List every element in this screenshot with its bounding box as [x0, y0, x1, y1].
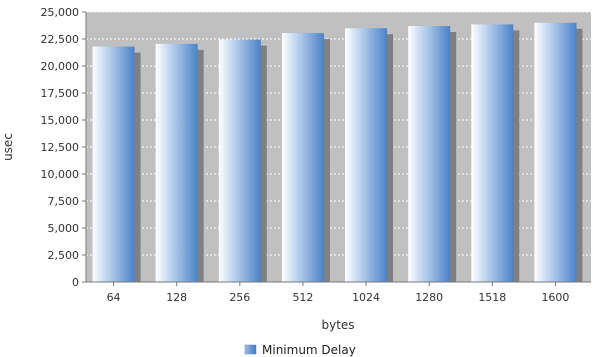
- y-tick-label: 7,500: [48, 195, 80, 208]
- bar-64: [92, 46, 135, 283]
- x-tick-label: 512: [292, 291, 313, 304]
- y-tick-label: 5,000: [48, 222, 80, 235]
- x-tick-label: 1280: [415, 291, 443, 304]
- y-tick-label: 17,500: [41, 87, 80, 100]
- y-tick-label: 15,000: [41, 114, 80, 127]
- bar-128: [155, 43, 198, 282]
- x-tick-label: 256: [229, 291, 250, 304]
- bar-512: [281, 33, 324, 283]
- x-axis-title: bytes: [321, 318, 354, 332]
- y-axis-ticks: 0 2,500 5,000 7,500 10,000 12,500 15,000 17,500…: [41, 6, 86, 289]
- legend: Minimum Delay: [244, 343, 356, 357]
- y-axis-title: usec: [1, 133, 15, 161]
- y-tick-label: 0: [72, 276, 79, 289]
- y-tick-label: 20,000: [41, 60, 80, 73]
- x-tick-label: 1518: [478, 291, 506, 304]
- x-tick-label: 1600: [541, 291, 569, 304]
- bar-1518: [471, 24, 514, 282]
- y-tick-label: 12,500: [41, 141, 80, 154]
- legend-swatch: [244, 344, 257, 355]
- x-tick-label: 64: [107, 291, 121, 304]
- legend-label: Minimum Delay: [262, 343, 356, 357]
- y-tick-label: 22,500: [41, 33, 80, 46]
- bar-1280: [408, 26, 451, 282]
- y-tick-label: 2,500: [48, 249, 80, 262]
- bar-1600: [534, 22, 577, 283]
- bar-1024: [345, 28, 388, 283]
- x-axis-ticks: 64 128 256 512 1024 1280 1518 1600: [107, 282, 569, 304]
- y-tick-label: 25,000: [41, 6, 80, 19]
- x-tick-label: 128: [166, 291, 187, 304]
- x-tick-label: 1024: [352, 291, 380, 304]
- y-tick-label: 10,000: [41, 168, 80, 181]
- bars: [92, 22, 577, 283]
- bar-256: [218, 39, 261, 282]
